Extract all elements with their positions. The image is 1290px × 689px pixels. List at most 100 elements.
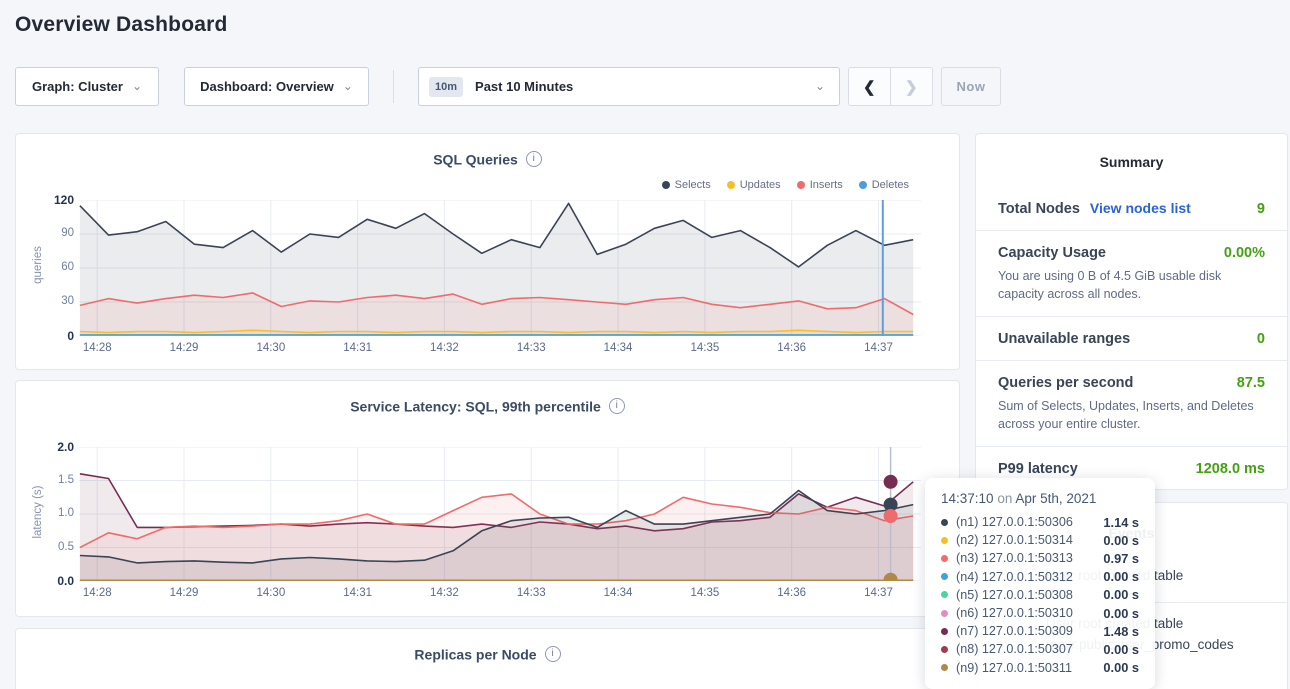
service-latency-plot[interactable]	[79, 447, 921, 581]
legend-item-updates[interactable]: Updates	[727, 179, 781, 191]
x-tick-label: 14:31	[343, 587, 372, 599]
node-color-dot	[941, 591, 948, 598]
x-tick-label: 14:36	[777, 342, 806, 354]
summary-row-total-nodes: Total Nodes View nodes list 9	[976, 186, 1287, 231]
node-color-dot	[941, 519, 948, 526]
x-axis-ticks: 14:2814:2914:3014:3114:3214:3314:3414:35…	[79, 587, 921, 601]
summary-label: P99 latency	[998, 461, 1078, 477]
summary-row-queries-per-second: Queries per second 87.5 Sum of Selects, …	[976, 361, 1287, 447]
node-address: (n9) 127.0.0.1:50311	[956, 661, 1072, 675]
tooltip-row: (n4) 127.0.0.1:503120.00 s	[941, 568, 1139, 586]
y-axis-label: latency (s)	[32, 462, 44, 562]
node-address: (n4) 127.0.0.1:50312	[956, 570, 1073, 584]
time-step-buttons: ❮ ❯	[848, 67, 933, 106]
x-tick-label: 14:29	[170, 587, 199, 599]
sql-queries-plot[interactable]	[79, 200, 921, 336]
y-tick-label: 2.0	[57, 440, 74, 454]
node-latency-value: 0.00 s	[1103, 660, 1139, 675]
x-tick-label: 14:30	[256, 587, 285, 599]
graph-dropdown-label: Graph: Cluster	[32, 79, 123, 94]
tooltip-node-rows: (n1) 127.0.0.1:503061.14 s(n2) 127.0.0.1…	[941, 513, 1139, 677]
time-range-label: Past 10 Minutes	[475, 79, 573, 94]
y-tick-label: 0	[67, 329, 74, 343]
graph-dropdown[interactable]: Graph: Cluster ⌄	[15, 67, 159, 106]
x-tick-label: 14:33	[517, 342, 546, 354]
chevron-down-icon: ⌄	[343, 79, 353, 93]
x-tick-label: 14:34	[604, 342, 633, 354]
tooltip-row: (n7) 127.0.0.1:50309 1.48 s	[941, 622, 1139, 640]
legend-item-selects[interactable]: Selects	[662, 179, 711, 191]
dashboard-dropdown[interactable]: Dashboard: Overview ⌄	[184, 67, 369, 106]
summary-value: 0	[1257, 331, 1265, 347]
x-tick-label: 14:31	[343, 342, 372, 354]
y-tick-label: 60	[61, 261, 74, 273]
chart-canvas[interactable]	[79, 447, 921, 581]
node-address: (n5) 127.0.0.1:50308	[956, 588, 1073, 602]
summary-row-capacity-usage: Capacity Usage 0.00% You are using 0 B o…	[976, 231, 1287, 317]
node-latency-value: 0.00 s	[1103, 587, 1139, 602]
legend-label: Inserts	[810, 179, 843, 191]
node-latency-value: 0.00 s	[1103, 606, 1139, 621]
node-color-dot	[941, 555, 948, 562]
node-latency-value: 0.00 s	[1103, 533, 1139, 548]
x-tick-label: 14:29	[170, 342, 199, 354]
y-tick-label: 1.0	[58, 507, 74, 519]
time-range-badge: 10m	[429, 77, 463, 97]
tooltip-row: (n9) 127.0.0.1:50311 0.00 s	[941, 659, 1139, 677]
time-back-button[interactable]: ❮	[849, 68, 891, 105]
summary-value: 87.5	[1237, 375, 1265, 391]
y-tick-label: 120	[54, 193, 74, 207]
info-icon[interactable]: i	[545, 646, 561, 662]
summary-label: Unavailable ranges	[998, 331, 1130, 347]
time-forward-button[interactable]: ❯	[891, 68, 933, 105]
x-tick-label: 14:36	[777, 587, 806, 599]
node-address: (n2) 127.0.0.1:50314	[956, 533, 1073, 547]
legend-label: Updates	[740, 179, 781, 191]
node-address: (n7) 127.0.0.1:50309	[956, 624, 1073, 638]
node-address: (n3) 127.0.0.1:50313	[956, 551, 1073, 565]
x-tick-label: 14:30	[256, 342, 285, 354]
legend-label: Deletes	[872, 179, 909, 191]
sql-queries-chart-card: SQL Queries i Selects Updates Inserts Delete…	[15, 133, 960, 370]
y-tick-label: 0.5	[58, 541, 74, 553]
tooltip-row: (n6) 127.0.0.1:50310 0.00 s	[941, 604, 1139, 622]
tooltip-row: (n8) 127.0.0.1:503070.00 s	[941, 640, 1139, 658]
y-tick-label: 1.5	[58, 474, 74, 486]
node-latency-value: 1.48 s	[1103, 624, 1139, 639]
node-address: (n8) 127.0.0.1:50307	[956, 642, 1073, 656]
view-nodes-list-link[interactable]: View nodes list	[1090, 200, 1191, 216]
legend-item-deletes[interactable]: Deletes	[859, 179, 909, 191]
tooltip-row: (n2) 127.0.0.1:50314 0.00 s	[941, 531, 1139, 549]
x-tick-label: 14:35	[690, 587, 719, 599]
replicas-per-node-chart-card: Replicas per Nodei	[15, 628, 960, 689]
service-latency-chart-card: Service Latency: SQL, 99th percentilei 0…	[15, 380, 960, 617]
summary-label: Total Nodes	[998, 201, 1080, 217]
x-tick-label: 14:33	[517, 587, 546, 599]
dashboard-dropdown-label: Dashboard: Overview	[200, 79, 334, 94]
chart-legend: Selects Updates Inserts Deletes	[662, 179, 909, 191]
legend-item-inserts[interactable]: Inserts	[797, 179, 843, 191]
chart-title-text: SQL Queries	[433, 151, 518, 167]
now-button[interactable]: Now	[941, 67, 1001, 106]
x-tick-label: 14:32	[430, 342, 459, 354]
y-tick-label: 0.0	[57, 574, 74, 588]
x-tick-label: 14:34	[604, 587, 633, 599]
time-range-picker[interactable]: 10m Past 10 Minutes ⌄	[418, 67, 840, 106]
info-icon[interactable]: i	[609, 398, 625, 414]
summary-label: Capacity Usage	[998, 245, 1106, 261]
tooltip-timestamp: 14:37:10 on Apr 5th, 2021	[941, 491, 1139, 506]
tooltip-date: Apr 5th, 2021	[1015, 491, 1096, 506]
x-tick-label: 14:37	[864, 587, 893, 599]
y-tick-label: 90	[61, 227, 74, 239]
legend-dot	[859, 181, 867, 189]
chart-canvas[interactable]	[79, 200, 921, 336]
chevron-down-icon: ⌄	[815, 79, 825, 93]
info-icon[interactable]: i	[526, 151, 542, 167]
x-tick-label: 14:28	[83, 587, 112, 599]
summary-subtext: Sum of Selects, Updates, Inserts, and De…	[998, 397, 1265, 433]
node-address: (n6) 127.0.0.1:50310	[956, 606, 1073, 620]
summary-value: 0.00%	[1224, 245, 1265, 261]
node-address: (n1) 127.0.0.1:50306	[956, 515, 1073, 529]
summary-title: Summary	[976, 134, 1287, 170]
summary-panel: Summary Total Nodes View nodes list 9 Ca…	[975, 133, 1288, 490]
